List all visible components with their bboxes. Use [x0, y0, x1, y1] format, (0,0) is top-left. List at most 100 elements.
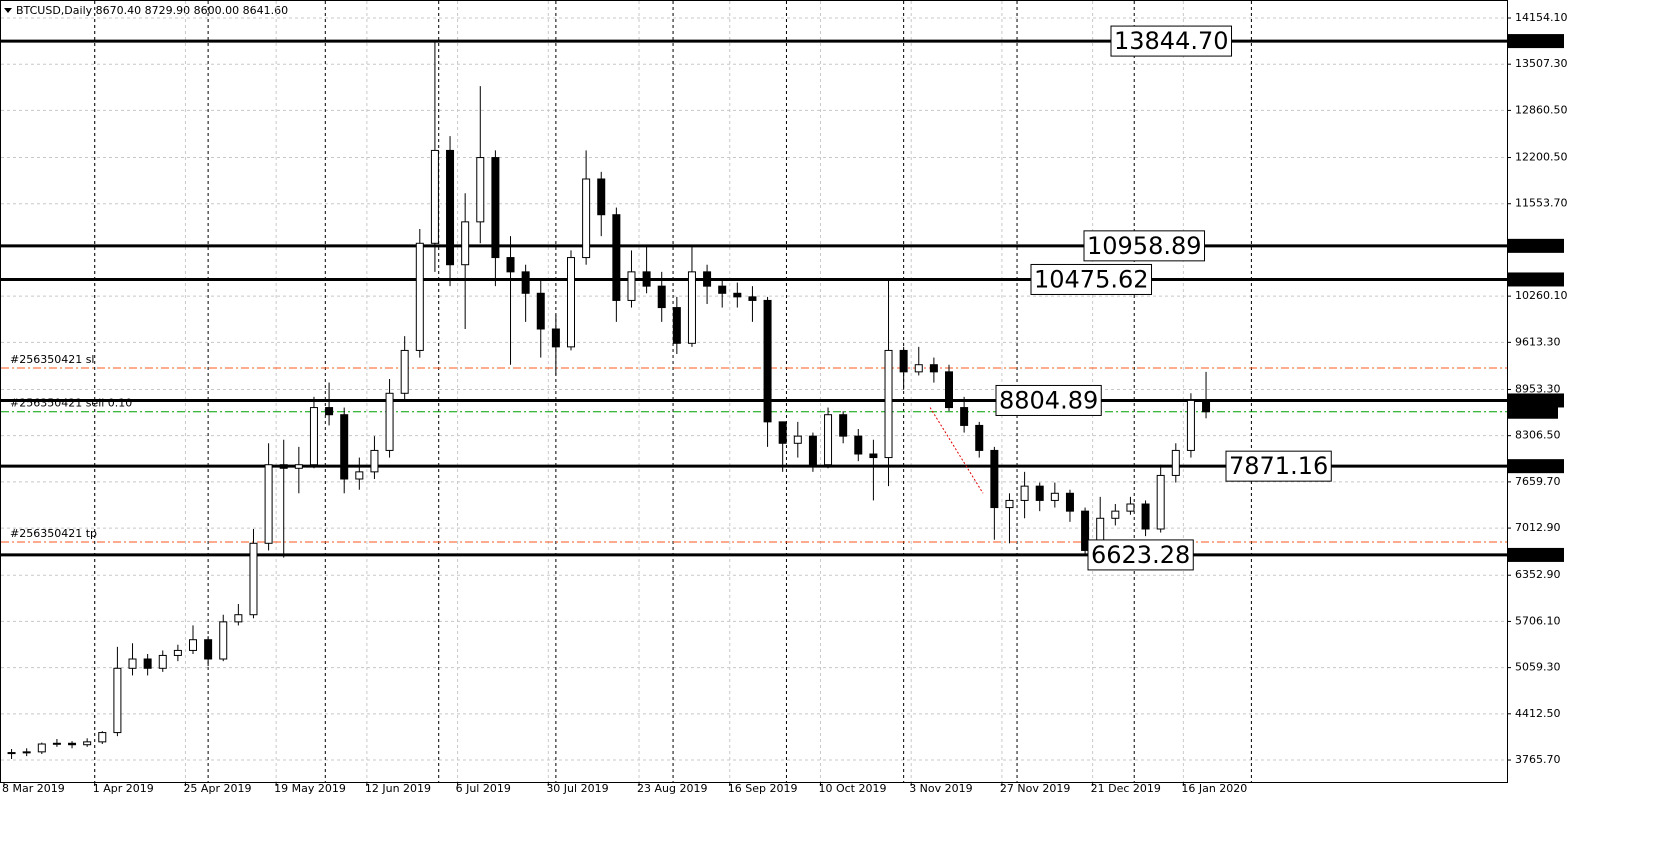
order-label: #256350421 sl — [10, 353, 95, 366]
candle-body — [1035, 485, 1044, 501]
candle-body — [1111, 510, 1120, 519]
price-label-box — [1508, 34, 1564, 49]
price-label: 7879.78 — [1512, 459, 1558, 472]
y-tick-label: 6352.90 — [1515, 568, 1561, 581]
candle-body — [1186, 399, 1195, 451]
y-tick-label: 9613.30 — [1515, 335, 1561, 348]
y-tick-label: 10260.10 — [1515, 289, 1568, 302]
candle-body — [884, 349, 893, 459]
annotation-box — [1087, 539, 1194, 571]
candle-body — [597, 178, 606, 216]
annotation: 8804.89 — [999, 386, 1098, 414]
y-tick-label: 5706.10 — [1515, 614, 1561, 627]
candle-body — [778, 421, 787, 444]
candle-body — [415, 242, 424, 351]
y-tick-label: 12860.50 — [1515, 103, 1568, 116]
y-tick-label: 14154.10 — [1515, 11, 1568, 24]
price-label-box — [1508, 272, 1564, 287]
chart-header: BTCUSD,Daily 8670.40 8729.90 8600.00 864… — [16, 4, 288, 17]
candle-body — [551, 328, 560, 348]
x-tick-label: 12 Jun 2019 — [365, 782, 431, 795]
annotation-box — [1110, 25, 1233, 57]
candle-body — [113, 667, 122, 734]
annotation: 6623.28 — [1091, 541, 1190, 569]
candle-body — [219, 621, 228, 660]
x-tick-label: 23 Aug 2019 — [637, 782, 707, 795]
candle-body — [687, 271, 696, 344]
candle-body — [567, 257, 575, 348]
candle-body — [854, 435, 863, 455]
candle-body — [763, 299, 772, 423]
y-tick-label: 8306.50 — [1515, 429, 1561, 442]
candle-body — [189, 639, 197, 651]
price-label: 10493.45 — [1512, 272, 1565, 285]
annotation-box — [1225, 450, 1332, 482]
candle-body — [234, 614, 243, 623]
candle-body — [294, 464, 303, 469]
x-tick-label: 16 Sep 2019 — [728, 782, 798, 795]
candle-body — [370, 449, 379, 473]
candle-body — [1020, 485, 1029, 501]
annotation: 13844.70 — [1114, 27, 1229, 55]
price-label-box — [1508, 459, 1564, 474]
price-label: 6637.08 — [1512, 548, 1558, 561]
y-tick-label: 7012.90 — [1515, 521, 1561, 534]
x-tick-label: 1 Apr 2019 — [93, 782, 154, 795]
y-tick-label: 7659.70 — [1515, 475, 1561, 488]
candle-body — [612, 214, 621, 301]
candle-body — [1005, 499, 1014, 509]
candle-body — [582, 178, 591, 259]
x-tick-label: 8 Mar 2019 — [2, 782, 65, 795]
candle-body — [309, 407, 318, 466]
annotation: 10958.89 — [1087, 232, 1202, 260]
y-tick-label: 11553.70 — [1515, 197, 1568, 210]
candle-body — [1202, 399, 1211, 413]
candle-body — [279, 464, 288, 469]
candle-body — [355, 471, 364, 480]
x-tick-label: 6 Jul 2019 — [456, 782, 511, 795]
candle-body — [733, 292, 742, 298]
candle-body — [521, 271, 530, 294]
x-tick-label: 27 Nov 2019 — [1000, 782, 1070, 795]
price-label-box — [1508, 404, 1558, 419]
price-label: 8641.60 — [1512, 405, 1558, 418]
candle-body — [793, 435, 802, 444]
candle-body — [718, 285, 727, 294]
plot-frame — [0, 0, 1508, 783]
trade-arrow — [929, 407, 984, 494]
price-label: 8799.53 — [1512, 393, 1558, 406]
annotation: 7871.16 — [1229, 452, 1328, 480]
candle-body — [340, 414, 349, 480]
candle-body — [748, 296, 757, 301]
candle-body — [249, 542, 258, 616]
order-label: #256350421 sell 0.10 — [10, 397, 132, 410]
candle-body — [446, 149, 455, 266]
candle-body — [476, 157, 485, 223]
candle-body — [869, 453, 878, 459]
menu-arrow[interactable] — [4, 8, 12, 13]
candle-body — [7, 752, 16, 755]
x-tick-label: 25 Apr 2019 — [183, 782, 251, 795]
candle-body — [400, 349, 409, 394]
candle-body — [960, 407, 969, 426]
candle-body — [642, 271, 651, 287]
candle-body — [83, 741, 92, 746]
candle-body — [899, 349, 908, 373]
candle-body — [929, 364, 938, 373]
candle-body — [657, 285, 666, 309]
candle-body — [68, 742, 77, 746]
x-tick-label: 3 Nov 2019 — [909, 782, 972, 795]
candle-body — [824, 414, 833, 466]
price-label: 13830.89 — [1512, 34, 1565, 47]
price-label-box — [1508, 393, 1564, 408]
candle-body — [128, 658, 137, 669]
candle-body — [975, 424, 984, 451]
candle-body — [703, 271, 712, 287]
candle-body — [808, 435, 817, 466]
y-tick-label: 13507.30 — [1515, 57, 1568, 70]
x-tick-label: 19 May 2019 — [274, 782, 346, 795]
candle-body — [506, 257, 515, 273]
candle-body — [1126, 503, 1135, 512]
candle-body — [1141, 503, 1150, 530]
x-tick-label: 16 Jan 2020 — [1181, 782, 1247, 795]
